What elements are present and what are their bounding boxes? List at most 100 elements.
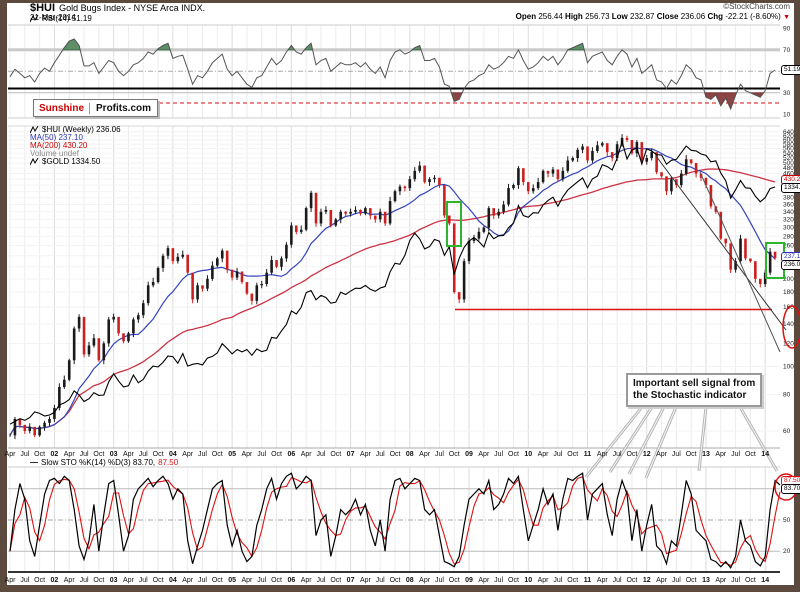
open-label: Open — [515, 12, 537, 21]
svg-text:11: 11 — [584, 577, 592, 584]
svg-text:260: 260 — [783, 243, 794, 250]
svg-text:180: 180 — [783, 289, 794, 296]
svg-text:Apr: Apr — [360, 577, 372, 584]
svg-text:Jul: Jul — [198, 451, 207, 458]
svg-text:Oct: Oct — [93, 451, 104, 458]
svg-text:90: 90 — [783, 25, 791, 32]
svg-text:Oct: Oct — [449, 577, 460, 584]
zigzag-icon — [30, 15, 39, 23]
annotation-line2: the Stochastic indicator — [633, 390, 747, 401]
main-legend-text: MA(200) 430.20 — [30, 141, 88, 150]
zigzag-icon — [30, 158, 39, 166]
svg-text:Jul: Jul — [257, 577, 266, 584]
svg-text:Jul: Jul — [139, 577, 148, 584]
svg-text:30: 30 — [783, 90, 791, 97]
svg-text:Apr: Apr — [597, 577, 609, 584]
svg-text:Jul: Jul — [257, 451, 266, 458]
svg-text:Jul: Jul — [731, 451, 740, 458]
main-legend: $HUI (Weekly) 236.06 MA(50) 237.10 MA(200)… — [30, 126, 121, 166]
sto-legend: — Slow STO %K(14) %D(3) 83.70, 87.50 — [30, 459, 178, 467]
svg-text:Oct: Oct — [508, 451, 519, 458]
svg-text:10: 10 — [783, 111, 791, 118]
svg-text:13: 13 — [702, 577, 710, 584]
svg-text:Jul: Jul — [20, 577, 29, 584]
rsi-legend: RSI(14) 51.19 — [30, 15, 92, 23]
sto-legend-value-red: 87.50 — [158, 458, 179, 467]
svg-text:Apr: Apr — [419, 577, 431, 584]
svg-text:13: 13 — [702, 451, 710, 458]
watermark-profits: Profits.com — [96, 102, 152, 114]
svg-text:80: 80 — [783, 392, 791, 399]
svg-text:Oct: Oct — [449, 451, 460, 458]
svg-text:12: 12 — [643, 577, 651, 584]
sunshineprofits-watermark: Sunshine Profits.com — [33, 99, 159, 117]
svg-text:Oct: Oct — [153, 451, 164, 458]
svg-text:280: 280 — [783, 233, 794, 240]
svg-text:02: 02 — [51, 577, 59, 584]
sell-signal-annotation: Important sell signal from the Stochasti… — [626, 373, 763, 407]
svg-text:Oct: Oct — [34, 577, 45, 584]
svg-text:Jul: Jul — [376, 451, 385, 458]
sto-legend-text: Slow STO %K(14) %D(3) 83.70, — [41, 458, 156, 467]
svg-text:Oct: Oct — [390, 451, 401, 458]
svg-text:600: 600 — [783, 137, 794, 144]
svg-text:200: 200 — [783, 276, 794, 283]
svg-text:Oct: Oct — [686, 577, 697, 584]
svg-text:Apr: Apr — [123, 451, 135, 458]
chart-title: Gold Bugs Index - NYSE Arca INDX. — [59, 3, 206, 13]
svg-text:Jul: Jul — [553, 577, 562, 584]
svg-text:Jul: Jul — [139, 451, 148, 458]
svg-text:60: 60 — [783, 428, 791, 435]
svg-text:Jul: Jul — [613, 577, 622, 584]
svg-text:380: 380 — [783, 195, 794, 202]
main-legend-row: $HUI (Weekly) 236.06 — [30, 126, 121, 134]
svg-text:Oct: Oct — [212, 577, 223, 584]
svg-text:Jul: Jul — [435, 577, 444, 584]
svg-text:520: 520 — [783, 155, 794, 162]
svg-text:Jul: Jul — [672, 577, 681, 584]
svg-text:Apr: Apr — [5, 451, 17, 458]
svg-text:Jul: Jul — [731, 577, 740, 584]
svg-text:Oct: Oct — [271, 451, 282, 458]
svg-text:Apr: Apr — [123, 577, 135, 584]
svg-text:Oct: Oct — [390, 577, 401, 584]
svg-text:Apr: Apr — [64, 577, 76, 584]
down-arrow-icon: ▼ — [783, 14, 790, 21]
svg-text:Jul: Jul — [494, 577, 503, 584]
svg-text:12: 12 — [643, 451, 651, 458]
svg-text:Oct: Oct — [212, 451, 223, 458]
rsi-legend-text: RSI(14) 51.19 — [42, 14, 92, 23]
svg-text:08: 08 — [406, 577, 414, 584]
svg-text:04: 04 — [169, 577, 177, 584]
svg-text:10: 10 — [524, 451, 532, 458]
svg-text:05: 05 — [228, 451, 236, 458]
svg-text:Apr: Apr — [478, 451, 490, 458]
svg-text:Apr: Apr — [538, 451, 550, 458]
line-icon: — — [30, 458, 38, 467]
low-value: 232.87 — [630, 12, 655, 21]
svg-text:05: 05 — [228, 577, 236, 584]
svg-text:Apr: Apr — [656, 577, 668, 584]
main-legend-text: MA(50) 237.10 — [30, 133, 83, 142]
svg-text:50: 50 — [783, 517, 791, 524]
main-legend-row: $GOLD 1334.50 — [30, 158, 121, 166]
svg-text:02: 02 — [51, 451, 59, 458]
svg-text:480: 480 — [783, 165, 794, 172]
ohlc-readout: Open 256.44 High 256.73 Low 232.87 Close… — [516, 12, 790, 21]
svg-text:Jul: Jul — [494, 451, 503, 458]
main-legend-row: MA(50) 237.10 — [30, 134, 121, 142]
svg-text:Jul: Jul — [80, 577, 89, 584]
svg-text:Apr: Apr — [182, 451, 194, 458]
svg-text:Jul: Jul — [80, 451, 89, 458]
svg-text:11: 11 — [584, 451, 592, 458]
svg-text:06: 06 — [287, 577, 295, 584]
main-legend-row: MA(200) 430.20 — [30, 142, 121, 150]
svg-text:620: 620 — [783, 133, 794, 140]
chg-label: Chg — [707, 12, 723, 21]
svg-text:340: 340 — [783, 209, 794, 216]
svg-text:120: 120 — [783, 340, 794, 347]
annotation-line1: Important sell signal from — [633, 378, 756, 389]
svg-text:320: 320 — [783, 216, 794, 223]
svg-text:500: 500 — [783, 160, 794, 167]
svg-text:Apr: Apr — [715, 577, 727, 584]
